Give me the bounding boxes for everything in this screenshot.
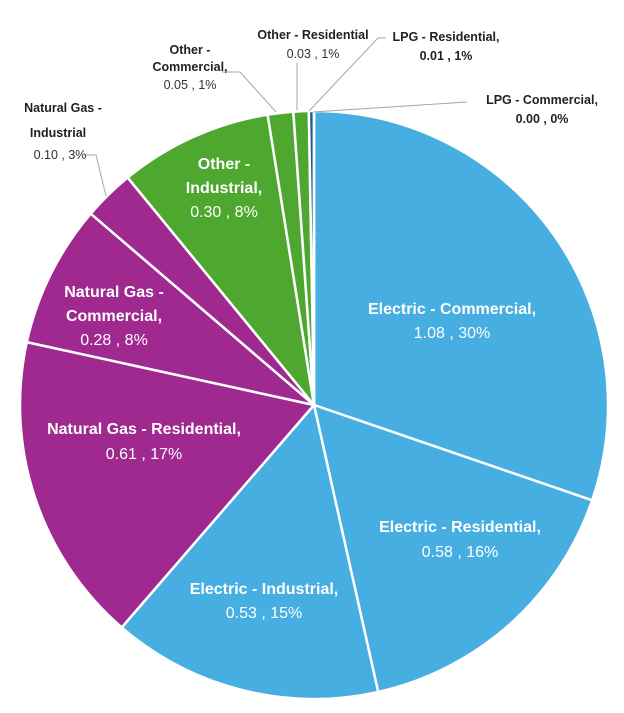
data-labels: Electric - Commercial, 1.08 , 30% Electr… [24, 28, 598, 622]
label-electric-industrial-value: 0.53 , 15% [226, 605, 303, 622]
leader-lines [84, 37, 468, 197]
label-electric-residential-title: Electric - Residential, [379, 519, 541, 536]
label-natural-gas-industrial-title-1: Natural Gas - [24, 101, 102, 115]
label-other-commercial-title-2: Commercial, [152, 60, 227, 74]
label-other-commercial-title-1: Other - [170, 43, 211, 57]
leader-lpg-commercial [312, 101, 468, 113]
label-natural-gas-commercial-title-2: Commercial, [66, 308, 162, 325]
label-natural-gas-commercial-title-1: Natural Gas - [64, 284, 164, 301]
slice-electric-residential [312, 403, 594, 694]
label-electric-residential-value: 0.58 , 16% [422, 544, 499, 561]
label-other-industrial-value: 0.30 , 8% [190, 204, 258, 221]
label-lpg-commercial-value: 0.00 , 0% [516, 112, 569, 126]
label-other-industrial-title-1: Other - [198, 156, 250, 173]
label-natural-gas-residential-value: 0.61 , 17% [106, 446, 183, 463]
slice-natural-gas-commercial [25, 212, 316, 407]
slice-electric-industrial [120, 403, 380, 701]
label-other-residential-title: Other - Residential [257, 28, 368, 42]
label-other-residential-value: 0.03 , 1% [287, 47, 340, 61]
label-other-commercial-value: 0.05 , 1% [164, 78, 217, 92]
slice-electric-commercial [312, 109, 610, 502]
label-electric-commercial-value: 1.08 , 30% [414, 325, 491, 342]
leader-lpg-residential [308, 37, 386, 112]
label-lpg-residential-value: 0.01 , 1% [420, 49, 473, 63]
label-other-industrial-title-2: Industrial, [186, 180, 262, 197]
pie-slices [18, 109, 610, 701]
label-natural-gas-residential-title: Natural Gas - Residential, [47, 421, 241, 438]
label-natural-gas-commercial-value: 0.28 , 8% [80, 332, 148, 349]
label-lpg-commercial-title: LPG - Commercial, [486, 93, 598, 107]
label-lpg-residential-title: LPG - Residential, [393, 30, 500, 44]
label-electric-industrial-title: Electric - Industrial, [190, 581, 338, 598]
slice-natural-gas-residential [18, 340, 316, 629]
label-natural-gas-industrial-title-2: Industrial [30, 126, 86, 140]
label-natural-gas-industrial-value: 0.10 , 3% [34, 148, 87, 162]
label-electric-commercial-title: Electric - Commercial, [368, 301, 536, 318]
leader-other-commercial [222, 71, 277, 113]
leader-natural-gas-industrial [84, 154, 107, 197]
slice-other-industrial [126, 113, 316, 407]
